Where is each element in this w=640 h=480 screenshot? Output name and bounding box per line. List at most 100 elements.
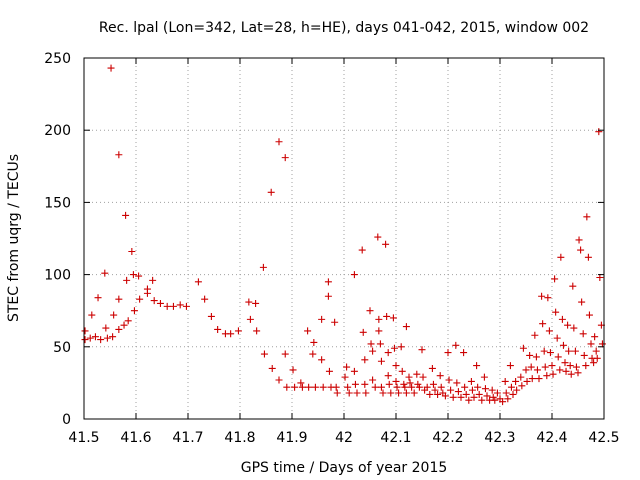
data-point <box>182 302 190 310</box>
data-point <box>595 128 603 136</box>
data-point <box>245 298 253 306</box>
data-point <box>359 328 367 336</box>
data-point <box>533 366 541 374</box>
data-point <box>345 389 353 397</box>
data-point <box>387 389 395 397</box>
x-tick-label: 42 <box>335 430 353 446</box>
data-point <box>135 272 143 280</box>
data-point <box>332 383 340 391</box>
data-point <box>97 336 105 344</box>
data-point <box>281 154 289 162</box>
data-point <box>81 336 89 344</box>
data-point <box>489 393 497 401</box>
data-point <box>351 380 359 388</box>
data-point <box>275 138 283 146</box>
data-point <box>369 376 377 384</box>
data-point <box>468 386 476 394</box>
data-point <box>91 333 99 341</box>
data-point <box>574 369 582 377</box>
data-point <box>318 315 326 323</box>
data-point <box>551 275 559 283</box>
data-point <box>297 379 305 387</box>
data-point <box>163 302 171 310</box>
data-point <box>375 315 383 323</box>
data-point <box>385 380 393 388</box>
data-point <box>527 363 535 371</box>
data-point <box>545 327 553 335</box>
data-point <box>512 377 520 385</box>
data-point <box>324 292 332 300</box>
x-tick-label: 41.8 <box>224 430 255 446</box>
data-point <box>305 383 313 391</box>
data-point <box>341 373 349 381</box>
data-point <box>169 302 177 310</box>
data-point <box>120 321 128 329</box>
data-point <box>361 380 369 388</box>
data-point <box>176 301 184 309</box>
data-point <box>587 340 595 348</box>
data-point <box>207 312 215 320</box>
data-point <box>465 396 473 404</box>
data-point <box>398 367 406 375</box>
data-point <box>522 366 530 374</box>
data-point <box>110 311 118 319</box>
data-point <box>115 325 123 333</box>
data-point <box>544 294 552 302</box>
x-tick-label: 42.5 <box>588 430 619 446</box>
data-point <box>429 380 437 388</box>
data-point <box>103 334 111 342</box>
data-point <box>531 331 539 339</box>
data-point <box>402 389 410 397</box>
data-point <box>367 340 375 348</box>
data-point <box>556 366 564 374</box>
data-point <box>397 343 405 351</box>
data-point <box>333 389 341 397</box>
data-point <box>570 324 578 332</box>
data-point <box>444 349 452 357</box>
data-point <box>591 333 599 341</box>
data-point <box>275 376 283 384</box>
data-point <box>491 396 499 404</box>
data-point <box>86 334 94 342</box>
data-point <box>578 298 586 306</box>
data-point <box>81 327 89 335</box>
data-point <box>318 356 326 364</box>
data-point <box>88 311 96 319</box>
data-point <box>564 321 572 329</box>
data-point <box>418 346 426 354</box>
data-point <box>557 253 565 261</box>
data-point <box>488 386 496 394</box>
data-point <box>325 367 333 375</box>
data-point <box>592 347 600 355</box>
data-point <box>441 392 449 400</box>
data-point <box>582 362 590 370</box>
data-point <box>540 347 548 355</box>
data-point <box>402 323 410 331</box>
data-point <box>572 363 580 371</box>
y-tick-label: 0 <box>62 412 71 428</box>
data-point <box>201 295 209 303</box>
data-point <box>353 389 361 397</box>
x-tick-label: 42.1 <box>380 430 411 446</box>
data-point <box>304 327 312 335</box>
data-point <box>389 314 397 322</box>
data-point <box>350 271 358 279</box>
data-point <box>149 276 157 284</box>
data-point <box>501 377 509 385</box>
x-tick-label: 42.4 <box>536 430 567 446</box>
x-tick-label: 41.9 <box>276 430 307 446</box>
data-point <box>415 383 423 391</box>
data-point <box>567 370 575 378</box>
data-point <box>311 383 319 391</box>
data-point <box>375 327 383 335</box>
data-point <box>214 325 222 333</box>
data-point <box>462 390 470 398</box>
data-point <box>377 383 385 391</box>
y-tick-label: 100 <box>44 268 71 284</box>
data-point <box>577 246 585 254</box>
data-point <box>128 247 136 255</box>
data-point <box>526 351 534 359</box>
data-point <box>461 383 469 391</box>
